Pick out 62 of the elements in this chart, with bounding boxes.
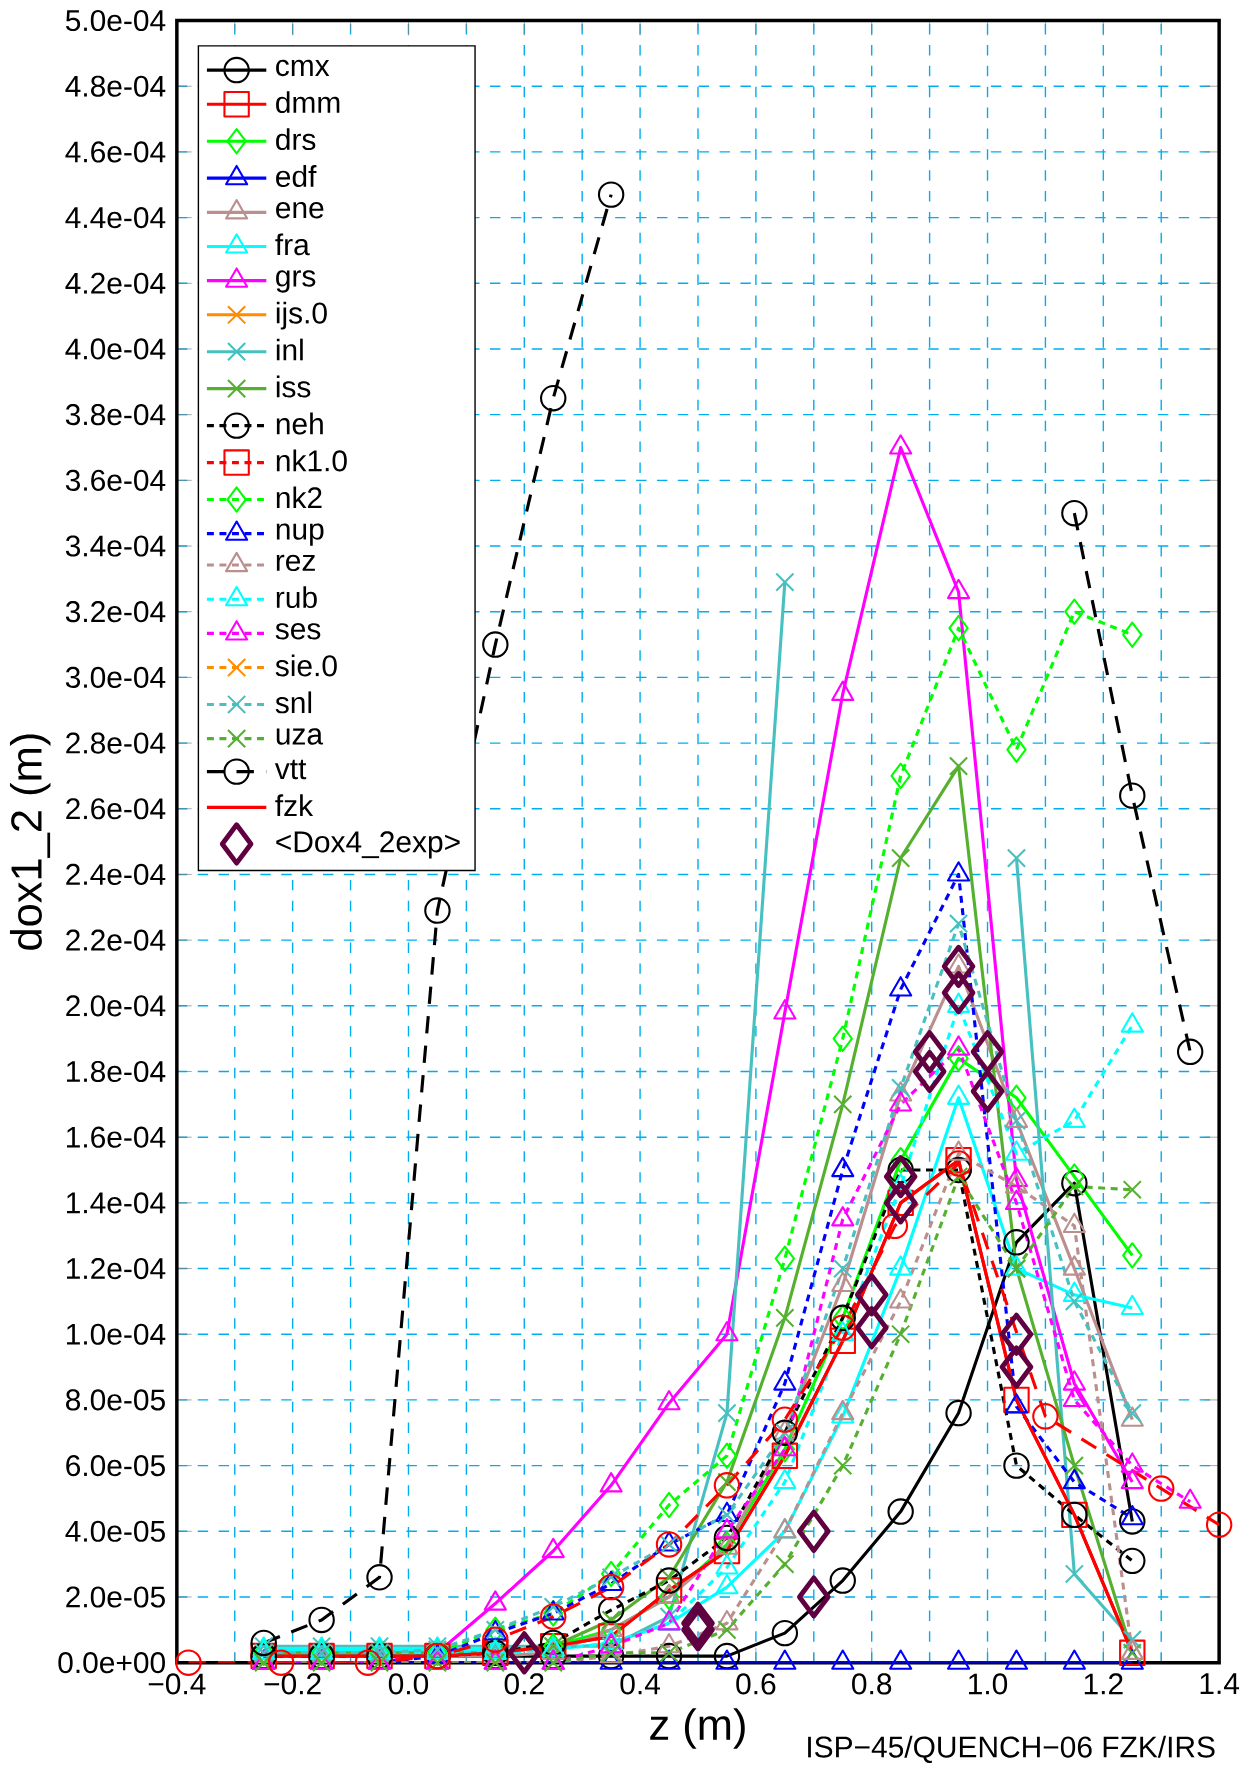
legend-label: vtt [275,759,307,780]
y-tick-label: 4.8e-04 [65,75,166,97]
x-tick-label: 0.6 [736,1673,776,1695]
y-tick-label: 3.2e-04 [66,601,166,623]
legend-label: ijs.0 [276,301,327,330]
y-tick-label: 0.0e+00 [58,1652,166,1674]
y-tick-label: 4.6e-04 [65,141,166,163]
y-tick-label: 4.0e-05 [65,1520,166,1542]
legend-label: ses [275,623,321,640]
y-axis-title: dox1_2 (m) [10,734,51,950]
x-tick-label: 0.4 [620,1673,661,1695]
legend-label: nk1.0 [276,449,347,472]
legend-label: rez [276,554,316,572]
y-tick-label: 1.4e-04 [67,1192,166,1214]
x-tick-label: 1.4 [1200,1673,1240,1694]
legend-label: sie.0 [275,654,337,677]
legend-label: neh [276,412,323,435]
y-tick-label: 5.0e-04 [66,9,166,32]
y-tick-label: 4.4e-04 [65,207,166,229]
x-tick-label: 0.8 [852,1673,892,1695]
y-tick-label: 2.4e-04 [66,863,166,886]
x-tick-label: 0.2 [504,1673,544,1695]
legend-label: nk2 [276,486,322,509]
x-tick-label: −0.4 [148,1673,206,1695]
y-tick-label: 1.8e-04 [67,1060,166,1083]
y-tick-label: 4.0e-04 [65,338,166,360]
y-tick-label: 2.6e-04 [66,798,166,820]
y-tick-label: 6.0e-05 [66,1455,166,1477]
y-tick-label: 4.2e-04 [65,272,166,294]
x-tick-label: 1.2 [1084,1673,1123,1695]
legend-label: uza [276,728,324,745]
y-tick-label: 2.2e-04 [66,929,166,951]
legend-label: inl [276,338,303,361]
legend-label: dmm [276,91,340,114]
x-tick-label: 1.0 [969,1673,1008,1695]
y-tick-label: 2.0e-05 [66,1586,166,1608]
legend-label: iss [276,375,311,398]
legend-label: ene [276,202,324,219]
y-tick-label: 1.0e-04 [67,1323,166,1345]
y-tick-label: 3.0e-04 [66,666,166,688]
legend-label: rub [276,586,317,609]
legend-label: cmx [276,59,330,77]
x-tick-label: 0.0 [388,1673,429,1695]
legend-label: drs [276,128,316,151]
y-tick-label: 3.4e-04 [66,535,166,557]
legend-label: snl [275,691,312,714]
y-tick-label: 1.2e-04 [67,1257,166,1280]
legend-label: nup [276,523,324,546]
y-tick-label: 1.6e-04 [67,1126,166,1148]
legend-label: fra [275,233,310,256]
y-tick-label: 3.8e-04 [66,404,166,426]
legend-label: <Dox4_2exp> [276,831,460,859]
y-tick-label: 2.0e-04 [66,995,166,1017]
x-axis-title: z (m) [650,1708,745,1749]
legend-label: grs [276,270,316,293]
y-tick-label: 2.8e-04 [66,732,166,754]
legend-label: edf [276,165,317,188]
x-tick-label: −0.2 [264,1673,321,1695]
legend-label: fzk [275,794,314,816]
text: ISP−45/QUENCH−06 FZK/IRS [808,1735,1215,1764]
y-tick-label: 3.6e-04 [66,469,166,491]
y-tick-label: 8.0e-05 [66,1389,166,1411]
